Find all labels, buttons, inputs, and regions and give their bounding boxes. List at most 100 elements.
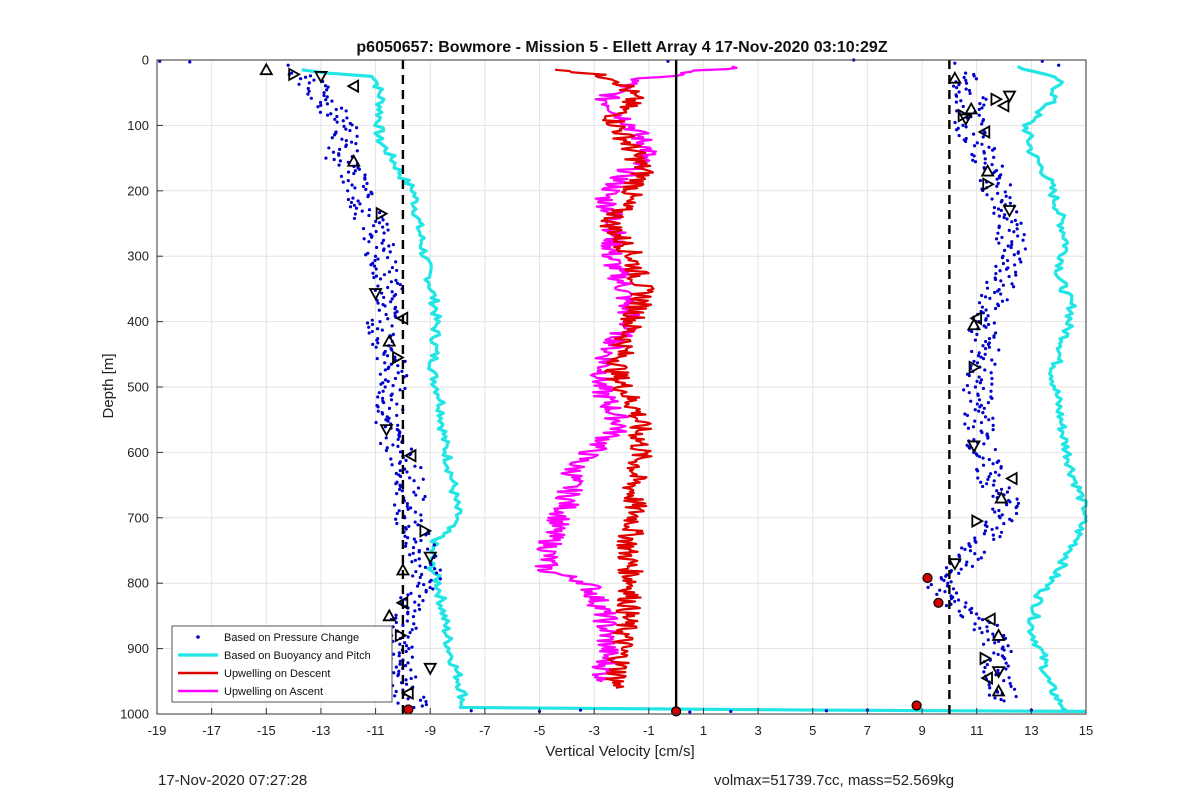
data-point bbox=[364, 187, 368, 191]
data-point bbox=[1008, 681, 1012, 686]
data-point bbox=[993, 290, 997, 295]
data-point bbox=[982, 406, 986, 410]
data-point bbox=[1004, 667, 1008, 671]
data-point bbox=[968, 549, 973, 553]
data-point bbox=[976, 557, 980, 561]
data-point bbox=[965, 413, 970, 418]
data-point bbox=[303, 75, 308, 79]
data-point bbox=[406, 593, 410, 597]
x-tick-label: -13 bbox=[312, 723, 331, 738]
data-point bbox=[397, 654, 401, 658]
triangle-marker bbox=[966, 317, 982, 331]
data-point bbox=[411, 551, 415, 555]
data-point bbox=[979, 355, 983, 359]
data-point bbox=[992, 205, 997, 210]
data-point bbox=[1006, 244, 1010, 248]
data-point bbox=[417, 557, 421, 561]
data-point bbox=[425, 547, 430, 551]
data-point bbox=[396, 423, 400, 427]
data-point bbox=[981, 410, 985, 415]
data-point bbox=[1007, 228, 1011, 232]
data-point bbox=[406, 536, 410, 540]
data-point bbox=[307, 81, 311, 85]
data-point bbox=[973, 338, 977, 342]
data-point bbox=[396, 437, 400, 441]
data-point bbox=[308, 74, 313, 78]
x-tick-label: 9 bbox=[918, 723, 925, 738]
data-point bbox=[344, 127, 348, 131]
data-point bbox=[982, 151, 986, 155]
data-point bbox=[961, 104, 965, 109]
triangle-marker bbox=[996, 98, 1010, 113]
data-point bbox=[978, 405, 982, 409]
data-point bbox=[982, 550, 986, 554]
data-point bbox=[1010, 240, 1014, 244]
data-point bbox=[985, 524, 989, 529]
data-point bbox=[398, 388, 402, 392]
data-point bbox=[993, 306, 998, 311]
data-point bbox=[394, 620, 398, 625]
data-point bbox=[385, 256, 390, 260]
triangle-marker bbox=[991, 666, 1006, 679]
data-point bbox=[434, 571, 439, 575]
data-point bbox=[411, 546, 416, 550]
data-point bbox=[409, 591, 413, 595]
data-point bbox=[962, 75, 966, 80]
data-point bbox=[389, 393, 393, 398]
y-axis-label: Depth [m] bbox=[100, 353, 117, 418]
data-point bbox=[188, 60, 192, 64]
data-point bbox=[996, 304, 1001, 308]
data-point bbox=[975, 379, 979, 383]
triangle-marker bbox=[980, 671, 993, 686]
data-point bbox=[420, 704, 424, 708]
data-point bbox=[1019, 221, 1023, 225]
data-point bbox=[983, 161, 987, 165]
data-point bbox=[409, 668, 413, 672]
data-point bbox=[996, 652, 1000, 657]
data-point bbox=[953, 61, 957, 65]
data-point bbox=[392, 671, 396, 675]
data-point bbox=[973, 622, 977, 626]
data-point bbox=[957, 133, 961, 138]
data-point bbox=[939, 577, 944, 581]
data-point bbox=[972, 132, 976, 136]
data-point bbox=[412, 479, 416, 483]
data-point bbox=[985, 286, 990, 290]
data-point bbox=[299, 77, 303, 81]
series-ascent-line bbox=[534, 65, 738, 683]
data-point bbox=[418, 698, 423, 702]
data-point bbox=[408, 631, 412, 635]
data-point bbox=[1022, 232, 1026, 237]
data-point bbox=[999, 279, 1003, 283]
data-point bbox=[329, 112, 333, 116]
data-point bbox=[957, 83, 961, 87]
triangle-marker bbox=[1002, 205, 1017, 218]
data-point bbox=[1014, 694, 1018, 699]
data-point bbox=[953, 120, 957, 125]
triangle-marker bbox=[994, 490, 1009, 504]
data-point bbox=[387, 270, 392, 274]
data-point bbox=[353, 212, 357, 216]
data-point bbox=[382, 273, 387, 277]
data-point bbox=[978, 102, 982, 106]
data-point bbox=[990, 396, 994, 400]
data-point bbox=[381, 238, 386, 242]
data-point bbox=[422, 695, 426, 699]
data-point bbox=[375, 327, 380, 331]
data-point bbox=[370, 192, 374, 196]
data-point bbox=[391, 652, 396, 656]
legend-swatch-point bbox=[196, 635, 200, 639]
data-point bbox=[438, 568, 442, 572]
triangle-marker bbox=[394, 628, 408, 643]
data-point bbox=[382, 352, 386, 356]
data-point bbox=[403, 534, 407, 538]
data-point bbox=[968, 544, 972, 549]
data-point bbox=[990, 358, 994, 362]
data-point bbox=[415, 584, 420, 588]
data-point bbox=[352, 171, 356, 176]
data-point bbox=[985, 193, 989, 197]
data-point bbox=[971, 425, 976, 429]
data-point bbox=[976, 393, 980, 398]
data-point bbox=[987, 693, 992, 697]
data-point bbox=[398, 642, 402, 646]
